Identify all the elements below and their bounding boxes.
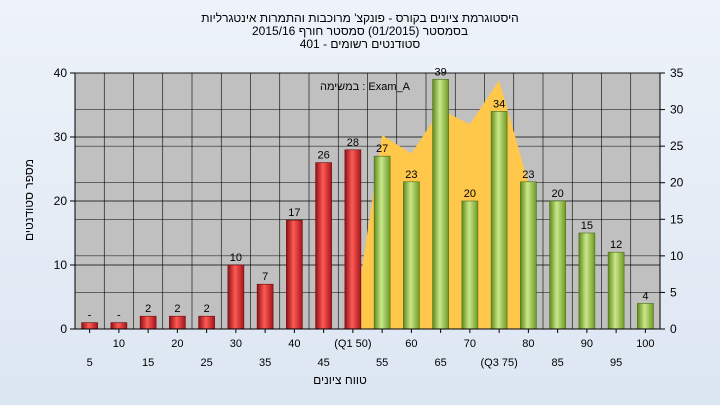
bar-value-label: - [88,310,92,322]
bar-value-label: 34 [493,98,505,110]
bar-value-label: 2 [145,303,151,315]
bar [256,283,274,330]
bar-value-label: 4 [642,290,648,302]
bar [490,111,508,330]
x-tick-label: 55 [376,357,388,369]
x-tick-label: 30 [230,338,242,350]
bar-value-label: 2 [204,303,210,315]
bar [286,219,303,330]
bar [607,251,625,330]
x-tick-label: 15 [142,357,154,369]
y-axis-label: מספר סטודנטים [22,159,36,241]
title-line-2: בסמסטר (01/2015) סמסטר חורף 2015/16 [251,24,469,38]
y-tick-label-right: 5 [670,285,677,299]
y-tick-label-left: 20 [54,194,68,208]
x-tick-label: 40 [288,338,300,350]
bar [110,322,128,330]
bar [549,200,566,330]
bar-value-label: 12 [610,239,622,251]
bar-value-label: 27 [376,143,388,155]
x-tick-label: 60 [405,338,417,350]
bar-value-label: 20 [552,188,564,200]
bar [403,181,420,330]
x-tick-label: 25 [201,357,213,369]
y-tick-label-left: 10 [54,258,68,272]
bar-value-label: 23 [522,169,534,181]
bar [315,162,332,330]
bar [81,322,98,330]
bar [520,181,537,330]
bar-value-label: 10 [230,252,242,264]
bar-value-label: 7 [262,271,268,283]
bars [81,79,654,330]
x-tick-label: 10 [113,338,125,350]
bar [169,315,186,330]
x-axis-label: טווח ציונים [313,373,367,387]
bar-value-label: 2 [174,303,180,315]
x-tick-label: 80 [522,338,534,350]
bar-value-label: - [117,310,121,322]
x-tick-label: 95 [610,357,622,369]
y-tick-label-right: 30 [670,103,684,117]
y-tick-label-left: 0 [60,322,67,336]
y-tick-label-right: 25 [670,139,684,153]
x-tick-label: 5 [87,357,93,369]
bar-value-label: 28 [347,137,359,149]
bar-value-label: 17 [288,207,300,219]
x-tick-label: 35 [259,357,271,369]
x-tick-label: 90 [581,338,593,350]
y-tick-label-right: 0 [670,322,677,336]
bar [432,79,449,330]
title-line-3: סטודנטים רשומים - 401 [299,37,421,51]
x-tick-label: 85 [552,357,564,369]
bar-value-label: 15 [581,220,593,232]
y-tick-label-right: 10 [670,249,684,263]
y-tick-label-left: 30 [54,130,68,144]
title-line-1: היסטוגרמת ציונים בקורס - פונקצ' מרוכבות … [201,11,519,25]
x-tick-label: 65 [435,357,447,369]
y-tick-label-right: 35 [670,66,684,80]
bar [139,315,157,330]
bar [578,232,596,330]
bar-value-label: 39 [435,66,447,78]
y-tick-label-left: 40 [54,66,68,80]
bar [637,303,654,330]
value-labels: - - 2 2 2 10 7 17 26 28 27 23 39 20 34 23 20 15 12 4 [88,66,649,321]
bar [461,200,479,330]
bar-value-label: 20 [464,188,476,200]
bar [198,315,215,330]
x-tick-label: 70 [464,338,476,350]
x-tick-label: 100 [636,338,654,350]
legend-text: במשימה : Exam_A [320,81,411,93]
x-tick-label: 45 [318,357,330,369]
bar [344,149,362,330]
bar [373,155,391,330]
bar [227,264,245,330]
y-tick-label-right: 15 [670,212,684,226]
bar-value-label: 23 [405,169,417,181]
x-tick-label: (Q3 75) [480,357,517,369]
axes: 0102030400510152025303551015202530354045… [54,66,684,369]
x-tick-label: (Q1 50) [334,338,371,350]
x-tick-label: 20 [171,338,183,350]
bar-value-label: 26 [318,150,330,162]
y-tick-label-right: 20 [670,176,684,190]
